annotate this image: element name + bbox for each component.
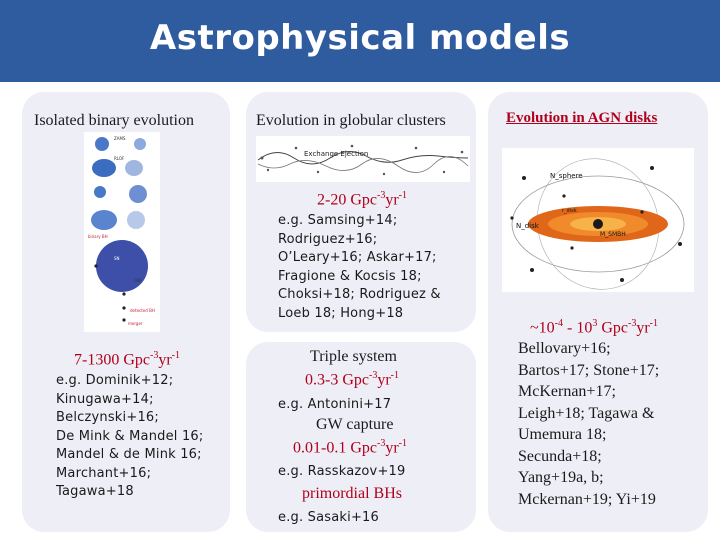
globular-cluster-figure: Exchange Ejection bbox=[256, 136, 470, 182]
isolated-rate: 7-1300 Gpc-3yr-1 bbox=[74, 350, 180, 369]
fig-label-n-disk: N_disk bbox=[516, 222, 540, 230]
gwcapture-references: e.g. Rasskazov+19 bbox=[278, 464, 406, 479]
fig-label-rdisk: r_disk bbox=[562, 208, 577, 214]
panel-other-channels bbox=[246, 342, 476, 532]
globular-title: Evolution in globular clusters bbox=[256, 112, 446, 129]
fig-label-rlof: RLOF bbox=[114, 156, 125, 161]
fig-label-merger: merger bbox=[128, 321, 143, 326]
fig-label-detected-bh: detected BH bbox=[130, 308, 155, 313]
agn-references: Bellovary+16; Bartos+17; Stone+17; McKer… bbox=[518, 340, 660, 508]
fig-label-m-smbh: M_SMBH bbox=[600, 231, 626, 238]
globular-references: e.g. Samsing+14; Rodriguez+16; O’Leary+1… bbox=[278, 213, 441, 321]
primordial-references: e.g. Sasaki+16 bbox=[278, 510, 379, 525]
isolated-title: Isolated binary evolution bbox=[34, 112, 194, 129]
isolated-binary-figure: ZAMS RLOF binary BH SN detected BH merge… bbox=[84, 132, 160, 332]
fig-label-exchange-ejection: Exchange Ejection bbox=[304, 150, 368, 158]
gwcapture-title: GW capture bbox=[316, 416, 394, 433]
gwcapture-rate: 0.01-0.1 Gpc-3yr-1 bbox=[293, 438, 407, 457]
agn-rate: ~10-4 - 103 Gpc-3yr-1 bbox=[530, 318, 658, 337]
triple-references: e.g. Antonini+17 bbox=[278, 397, 392, 412]
fig-label-n-sphere: N_sphere bbox=[550, 172, 583, 180]
triple-title: Triple system bbox=[310, 348, 397, 365]
fig-label-zams: ZAMS bbox=[114, 136, 126, 141]
triple-rate: 0.3-3 Gpc-3yr-1 bbox=[305, 370, 399, 389]
isolated-references: e.g. Dominik+12; Kinugawa+14; Belczynski… bbox=[56, 373, 204, 499]
panel-globular-clusters bbox=[246, 92, 476, 332]
page-title: Astrophysical models bbox=[149, 18, 571, 58]
fig-label-sn: SN bbox=[114, 256, 120, 261]
globular-rate: 2-20 Gpc-3yr-1 bbox=[317, 190, 407, 209]
agn-disk-figure: N_sphere N_disk M_SMBH r_disk bbox=[502, 148, 694, 292]
primordial-title: primordial BHs bbox=[302, 485, 402, 502]
fig-label-binary-bh: binary BH bbox=[88, 234, 108, 239]
header-bar: Astrophysical models bbox=[0, 0, 720, 82]
fig-label-gw: GW bbox=[134, 278, 141, 283]
agn-title: Evolution in AGN disks bbox=[506, 110, 658, 126]
